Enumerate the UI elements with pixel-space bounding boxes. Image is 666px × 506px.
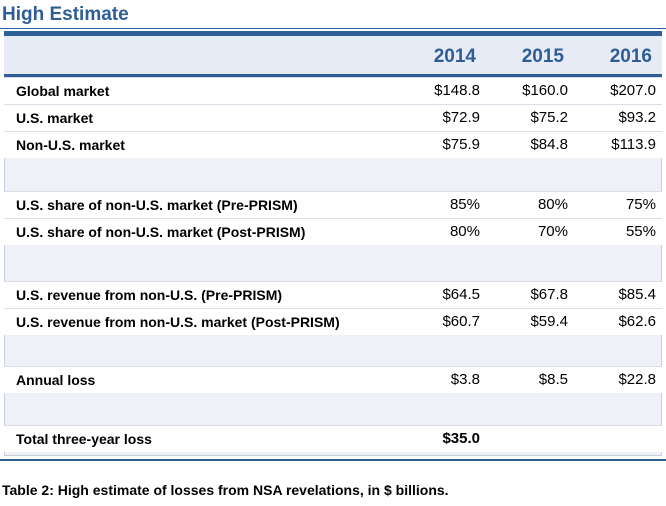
cell-2015: $84.8: [530, 136, 568, 153]
table-row-share-pre: U.S. share of non-U.S. market (Pre-PRISM…: [4, 191, 662, 218]
cell-2014: $64.5: [442, 286, 480, 303]
cell-2015: 70%: [537, 223, 568, 240]
row-label: Non-U.S. market: [16, 137, 125, 153]
table-caption: Table 2: High estimate of losses from NS…: [2, 482, 449, 498]
header-2015: 2015: [521, 46, 564, 67]
cell-total: $35.0: [442, 430, 480, 447]
row-label: U.S. market: [16, 110, 94, 126]
cell-2014: $72.9: [442, 109, 480, 126]
row-label: Global market: [16, 83, 110, 99]
cell-2014: 80%: [449, 223, 480, 240]
table-bottom-rule: [0, 459, 666, 461]
row-label: U.S. share of non-U.S. market (Post-PRIS…: [16, 224, 306, 240]
cell-2016: 55%: [625, 223, 656, 240]
row-label: U.S. revenue from non-U.S. (Pre-PRISM): [16, 287, 283, 303]
table-row-us-market: U.S. market $72.9 $75.2 $93.2: [4, 104, 662, 131]
cell-2016: $113.9: [611, 136, 656, 153]
cell-2015: $75.2: [530, 109, 568, 126]
table-row-annual-loss: Annual loss $3.8 $8.5 $22.8: [4, 366, 662, 393]
table-row-share-post: U.S. share of non-U.S. market (Post-PRIS…: [4, 218, 662, 245]
table-top-bar: [4, 31, 662, 36]
row-label: U.S. revenue from non-U.S. market (Post-…: [16, 314, 340, 330]
cell-2014: $60.7: [442, 313, 480, 330]
table-header: [4, 36, 662, 76]
cell-2014: $148.8: [434, 82, 480, 99]
table-row-revenue-pre: U.S. revenue from non-U.S. (Pre-PRISM) $…: [4, 281, 662, 308]
cell-2014: 85%: [449, 196, 480, 213]
title-rule: [0, 28, 666, 29]
cell-2014: $3.8: [450, 371, 480, 388]
header-2014: 2014: [433, 46, 476, 67]
cell-2015: $8.5: [538, 371, 568, 388]
cell-2015: $59.4: [530, 313, 568, 330]
table-row-non-us-market: Non-U.S. market $75.9 $84.8 $113.9: [4, 131, 662, 158]
cell-2015: $67.8: [530, 286, 568, 303]
table-row-total: Total three-year loss $35.0: [4, 425, 662, 452]
table-title: High Estimate: [2, 4, 129, 25]
cell-2016: $207.0: [610, 82, 656, 99]
cell-2015: 80%: [537, 196, 568, 213]
cell-2014: $75.9: [442, 136, 480, 153]
header-2016: 2016: [609, 46, 652, 67]
row-label: U.S. share of non-U.S. market (Pre-PRISM…: [16, 197, 298, 213]
cell-2016: $93.2: [618, 109, 656, 126]
cell-2016: $62.6: [618, 313, 656, 330]
cell-2015: $160.0: [522, 82, 568, 99]
header-rule: [4, 74, 662, 77]
cell-2016: $22.8: [618, 371, 656, 388]
row-label: Total three-year loss: [16, 431, 152, 447]
table-row-revenue-post: U.S. revenue from non-U.S. market (Post-…: [4, 308, 662, 335]
table-row-global-market: Global market $148.8 $160.0 $207.0: [4, 77, 662, 104]
row-label: Annual loss: [16, 372, 96, 388]
cell-2016: $85.4: [618, 286, 656, 303]
cell-2016: 75%: [625, 196, 656, 213]
